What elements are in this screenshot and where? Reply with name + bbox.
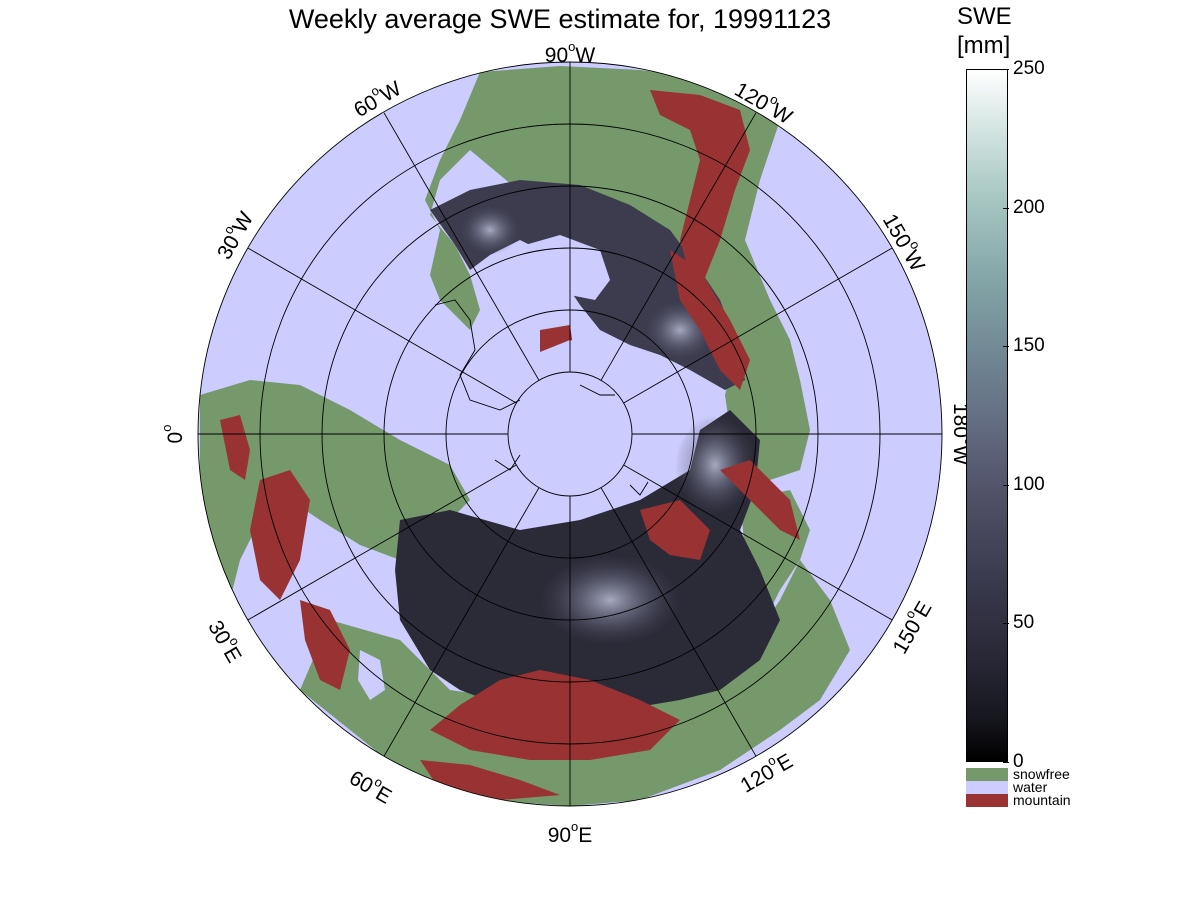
colorbar-tick-mark — [1003, 207, 1009, 209]
colorbar-tick-label: 200 — [1013, 196, 1045, 218]
legend-label-snowfree: snowfree — [1013, 766, 1070, 782]
legend-label-mountain: mountain — [1013, 792, 1071, 808]
colorbar-tick-label: 50 — [1013, 612, 1035, 634]
mountain-areas — [220, 90, 800, 800]
lon-label: 30oE — [204, 614, 250, 666]
swe-colorbar — [966, 69, 1008, 762]
colorbar-tick-mark — [1003, 346, 1009, 348]
colorbar-title: SWE — [957, 3, 1012, 30]
lon-label: 60oE — [345, 763, 397, 809]
arctic-ocean-water — [480, 340, 690, 500]
colorbar-tick-mark — [1003, 484, 1009, 486]
legend-swatch-snowfree — [966, 768, 1008, 781]
map-title: Weekly average SWE estimate for, 1999112… — [288, 4, 832, 34]
lon-label: 90oW — [545, 39, 596, 66]
colorbar-tick-mark — [1003, 623, 1009, 625]
coastlines — [434, 299, 649, 496]
asia-landmass — [300, 560, 850, 806]
hudson-bay-water — [525, 235, 610, 300]
colorbar-tick-mark — [1003, 762, 1009, 763]
swe-high-canada — [460, 205, 520, 255]
swe-high-siberia — [540, 555, 680, 645]
graticule — [197, 61, 943, 807]
legend-label-water: water — [1013, 779, 1048, 795]
colorbar-tick-label: 150 — [1013, 335, 1045, 357]
legend-swatch-mountain — [966, 794, 1008, 807]
north-america-landmass — [640, 72, 810, 480]
colorbar-tick-label: 100 — [1013, 473, 1045, 495]
baltic-sea-water — [330, 540, 375, 610]
lon-label: 90oE — [548, 819, 593, 846]
europe-landmass — [200, 380, 470, 720]
swe-high-east-siberia — [675, 415, 755, 515]
colorbar-unit: [mm] — [957, 32, 1011, 59]
legend-swatch-water — [966, 781, 1008, 794]
caspian-sea-water — [358, 650, 385, 700]
lon-label: 0o — [159, 425, 186, 444]
colorbar-tick-label: 0 — [1013, 751, 1024, 772]
colorbar-tick-mark — [1003, 69, 1009, 70]
colorbar-tick-label: 250 — [1013, 58, 1045, 79]
